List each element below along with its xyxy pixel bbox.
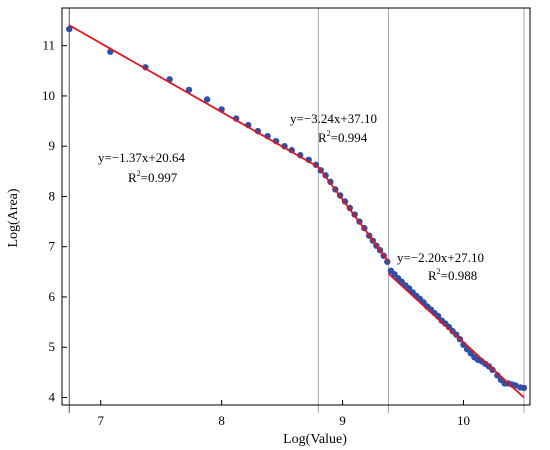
fit-lines — [68, 24, 525, 399]
fit-line — [68, 24, 319, 168]
fit-equation: y=−2.20x+27.10 — [397, 250, 484, 265]
data-point — [384, 258, 391, 265]
y-axis-ticks: 4 5 6 7 8 9 10 11 — [42, 38, 67, 404]
data-point — [66, 25, 73, 33]
y-tick-label: 4 — [49, 389, 56, 404]
y-tick-label: 10 — [42, 88, 55, 103]
y-tick-label: 9 — [49, 138, 56, 153]
y-tick-label: 6 — [49, 289, 56, 304]
fit-equation: y=−3.24x+37.10 — [290, 111, 377, 126]
reference-lines — [68, 8, 525, 413]
fit-line — [317, 166, 390, 262]
data-point — [203, 96, 211, 103]
fit-r-squared: R2=0.994 — [318, 129, 368, 145]
fit-r-squared: R2=0.997 — [128, 169, 178, 185]
x-tick-label: 8 — [218, 413, 225, 428]
y-tick-label: 11 — [42, 38, 55, 53]
data-point — [512, 382, 519, 389]
y-tick-label: 5 — [49, 339, 56, 354]
fit-r-squared: R2=0.988 — [428, 267, 477, 283]
x-tick-label: 9 — [339, 413, 346, 428]
fit-line — [387, 272, 525, 399]
y-tick-label: 8 — [49, 188, 56, 203]
x-axis-label: Log(Value) — [283, 432, 347, 447]
y-axis-label: Log(Area) — [6, 188, 21, 247]
fit-equation: y=−1.37x+20.64 — [98, 150, 185, 165]
plot-frame — [61, 7, 531, 406]
x-tick-label: 10 — [457, 413, 470, 428]
x-axis-ticks: 7 8 9 10 — [97, 400, 470, 428]
x-tick-label: 7 — [97, 413, 104, 428]
y-tick-label: 7 — [49, 239, 56, 254]
fit-annotations: y=−1.37x+20.64 R2=0.997 y=−3.24x+37.10 R2=0… — [98, 111, 484, 283]
data-point — [520, 384, 528, 392]
